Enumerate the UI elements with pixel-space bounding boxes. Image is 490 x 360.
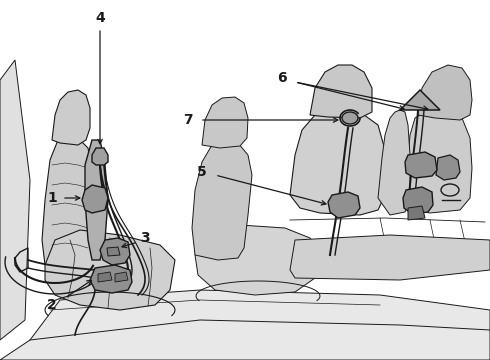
Polygon shape <box>90 265 132 293</box>
Polygon shape <box>42 135 92 270</box>
Polygon shape <box>52 90 90 145</box>
Text: 2: 2 <box>47 298 57 312</box>
Polygon shape <box>400 90 440 110</box>
Polygon shape <box>98 272 112 282</box>
Polygon shape <box>0 60 30 340</box>
Text: 5: 5 <box>197 165 207 179</box>
Polygon shape <box>45 230 175 310</box>
Text: 1: 1 <box>47 191 57 205</box>
Polygon shape <box>290 235 490 280</box>
Polygon shape <box>378 110 410 215</box>
Text: 4: 4 <box>95 11 105 25</box>
Polygon shape <box>100 238 130 265</box>
Polygon shape <box>328 192 360 218</box>
Polygon shape <box>85 140 108 260</box>
Polygon shape <box>0 290 490 360</box>
Text: 3: 3 <box>140 231 150 245</box>
Polygon shape <box>290 110 385 215</box>
Polygon shape <box>405 152 437 178</box>
Polygon shape <box>408 206 425 220</box>
Text: 6: 6 <box>277 71 287 85</box>
Polygon shape <box>195 225 320 295</box>
Polygon shape <box>436 155 460 180</box>
Polygon shape <box>82 185 108 213</box>
Text: 7: 7 <box>183 113 193 127</box>
Polygon shape <box>418 65 472 120</box>
Polygon shape <box>115 272 128 282</box>
Polygon shape <box>92 148 108 165</box>
Polygon shape <box>202 97 248 148</box>
Ellipse shape <box>342 112 358 124</box>
Polygon shape <box>405 110 472 213</box>
Polygon shape <box>192 140 252 260</box>
Polygon shape <box>403 187 433 214</box>
Polygon shape <box>107 247 120 256</box>
Polygon shape <box>310 65 372 118</box>
